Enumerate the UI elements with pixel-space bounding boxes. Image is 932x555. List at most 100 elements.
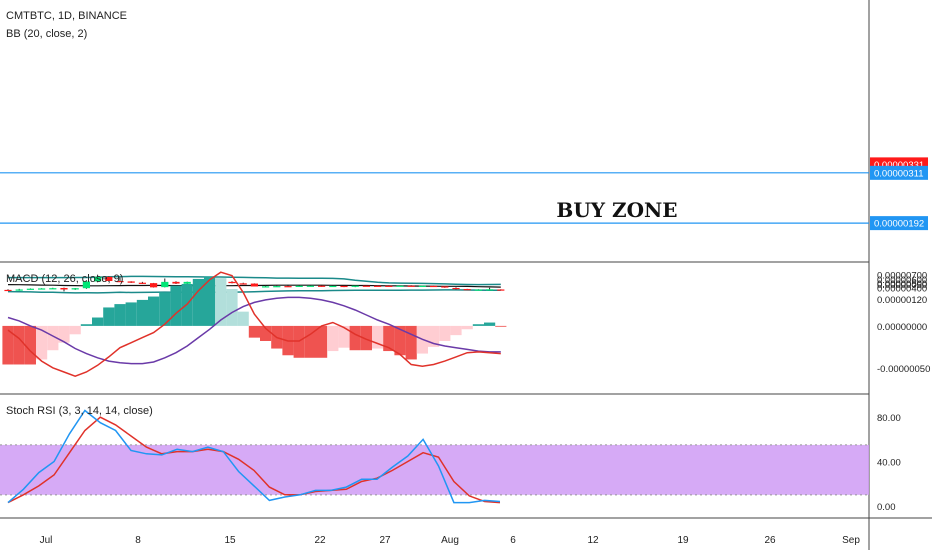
candle-body (284, 286, 292, 288)
candle-body (82, 281, 90, 289)
candle (228, 281, 236, 284)
macd-histogram-bar (226, 289, 238, 326)
macd-histogram-bar (428, 325, 440, 347)
candle-body (318, 285, 326, 287)
price-tick-label: 0.00000500 (877, 279, 927, 290)
macd-histogram-bar (114, 304, 126, 326)
time-tick-label: Sep (842, 535, 860, 546)
macd-histogram-bar (383, 325, 395, 352)
candle (116, 277, 124, 283)
macd-histogram-bar (159, 292, 171, 326)
axes: 0.000007000.000006000.000005000.00000400… (40, 157, 930, 546)
candle (329, 285, 337, 288)
candle-body (105, 276, 113, 282)
macd-histogram-bar (170, 285, 182, 326)
candle (161, 278, 169, 288)
candle-body (15, 289, 23, 291)
macd-tick-label: 0.00000050 (877, 280, 927, 291)
price-tick-label: 0.00000120 (877, 295, 927, 306)
macd-histogram-bar (215, 278, 227, 326)
candle (172, 281, 180, 284)
macd-histogram-bar (136, 299, 148, 326)
candle-body (250, 283, 258, 287)
bb-legend: BB (20, close, 2) (6, 28, 87, 40)
candle (396, 285, 404, 287)
time-tick-label: 15 (224, 535, 236, 546)
macd-histogram-bar (349, 325, 361, 351)
candle (441, 286, 449, 288)
price-tick-label: 0.00000700 (877, 271, 927, 282)
candle (127, 281, 135, 283)
macd-histogram-bar (327, 325, 339, 352)
price-label-bg (870, 216, 928, 231)
candle (306, 285, 314, 287)
candle-body (351, 285, 359, 287)
candle-body (418, 285, 426, 287)
candle (105, 276, 113, 282)
candle-body (183, 281, 191, 284)
candle (418, 285, 426, 287)
macd-histogram-bar (439, 325, 451, 341)
candle-body (463, 289, 471, 291)
price-label: 0.00000311 (874, 168, 924, 179)
macd-histogram-bar (461, 325, 473, 330)
candle (262, 285, 270, 288)
candle (38, 288, 46, 290)
macd-histogram-bar (248, 325, 260, 338)
candle (49, 287, 57, 290)
bb-upper-line (8, 275, 501, 286)
macd-histogram-bar (92, 317, 104, 326)
candle-body (262, 286, 270, 288)
stoch-legend: Stoch RSI (3, 3, 14, 14, close) (6, 405, 153, 417)
candle-body (228, 281, 236, 284)
candle-body (138, 282, 146, 284)
candle (183, 281, 191, 284)
macd-histogram-bar (125, 302, 137, 326)
candle (250, 283, 258, 287)
candle-body (71, 288, 79, 290)
candle-body (486, 289, 494, 291)
price-tick-label: 0.00000400 (877, 283, 927, 294)
stoch-pane (7, 409, 501, 504)
stoch-band (0, 444, 869, 495)
buy-zone-annotation: BUY ZONE (556, 198, 677, 222)
candle-body (306, 285, 314, 287)
candle (385, 285, 393, 287)
price-label: 0.00000331 (874, 160, 924, 171)
candle-body (396, 285, 404, 287)
candle (452, 287, 460, 290)
candle-body (161, 281, 169, 288)
candle-body (430, 285, 438, 288)
candle (374, 285, 382, 287)
macd-histogram-bar (316, 325, 328, 358)
price-label-bg (870, 165, 928, 180)
macd-histogram-bar (80, 324, 92, 326)
time-tick-label: 27 (379, 535, 391, 546)
macd-histogram-bar (394, 325, 406, 356)
time-tick-label: 22 (314, 535, 326, 546)
macd-histogram-bar (450, 325, 462, 336)
stoch-k-line (7, 409, 501, 504)
candle-body (172, 281, 180, 284)
macd-histogram-bar (47, 325, 59, 351)
candle-body (150, 283, 158, 288)
macd-histogram-bar (405, 325, 417, 360)
candle (26, 288, 34, 290)
macd-histogram-bar (484, 322, 496, 326)
candle (318, 285, 326, 287)
candle-body (441, 286, 449, 288)
time-tick-label: 12 (587, 535, 599, 546)
macd-tick-label: -0.00000050 (877, 364, 930, 375)
time-tick-label: 8 (135, 535, 141, 546)
candle (284, 284, 292, 288)
price-tick-label: 0.00000600 (877, 275, 927, 286)
candle-body (38, 288, 46, 290)
macd-histogram-bar (260, 325, 272, 341)
macd-histogram-bar (237, 311, 249, 326)
macd-histogram-bar (2, 325, 14, 365)
macd-histogram-bar (36, 325, 48, 360)
stoch-d-line (7, 416, 501, 504)
candle-body (362, 285, 370, 287)
candle-body (329, 285, 337, 288)
